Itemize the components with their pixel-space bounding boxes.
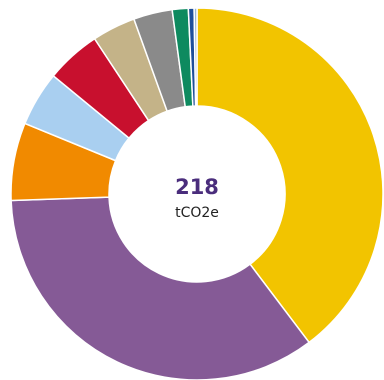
donut-slices — [10, 7, 384, 380]
donut-slice-2 — [10, 196, 310, 380]
center-total-value: 218 — [175, 175, 219, 199]
donut-slice-1 — [196, 7, 384, 344]
donut-slice-10 — [193, 7, 198, 107]
center-total-unit: tCO2e — [175, 205, 219, 221]
